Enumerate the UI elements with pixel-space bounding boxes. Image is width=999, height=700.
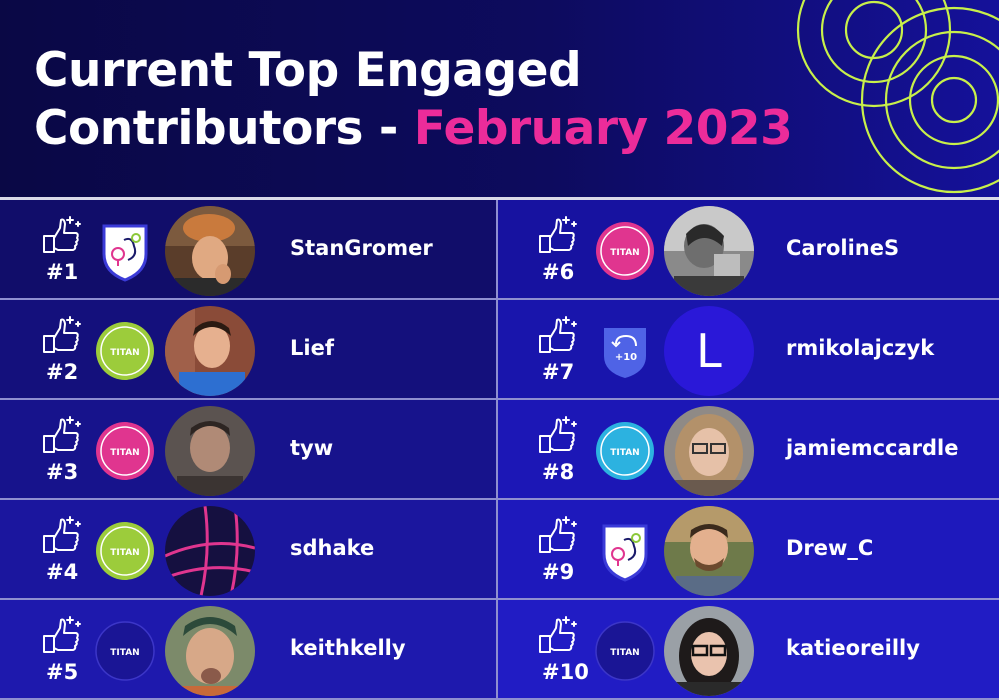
rank-label: #10 bbox=[542, 660, 589, 684]
avatar[interactable]: L bbox=[664, 306, 754, 396]
rank-label: #6 bbox=[542, 260, 575, 284]
svg-text:TITAN: TITAN bbox=[110, 348, 139, 358]
contributor-name[interactable]: katieoreilly bbox=[786, 636, 920, 660]
contributor-name[interactable]: Lief bbox=[290, 336, 334, 360]
svg-text:TITAN: TITAN bbox=[610, 248, 639, 258]
navy-titan-badge-icon: TITAN bbox=[95, 621, 155, 681]
leaderboard-entry-9[interactable]: #9 Drew_C bbox=[498, 500, 999, 600]
thumbs-up-sparkle-icon bbox=[43, 416, 81, 453]
rank-label: #8 bbox=[542, 460, 575, 484]
rank-label: #4 bbox=[46, 560, 79, 584]
rank-label: #1 bbox=[46, 260, 79, 284]
avatar[interactable] bbox=[165, 206, 255, 296]
leaderboard-entry-7[interactable]: #7 +10 L rmikolajczyk bbox=[498, 300, 999, 400]
plus-ten-label: +10 bbox=[615, 352, 637, 363]
pink-titan-badge-icon: TITAN bbox=[96, 422, 154, 480]
title-line-2: Contributors - February 2023 bbox=[34, 100, 793, 158]
rank-label: #9 bbox=[542, 560, 575, 584]
leaderboard-entry-2[interactable]: #2 TITAN Lief bbox=[0, 300, 498, 400]
thumbs-up-sparkle-icon bbox=[539, 316, 577, 353]
navy-titan-badge-icon: TITAN bbox=[595, 621, 655, 681]
leaderboard-entry-6[interactable]: #6 TITAN CarolineS bbox=[498, 200, 999, 300]
svg-text:TITAN: TITAN bbox=[610, 448, 639, 458]
thumbs-up-sparkle-icon bbox=[43, 616, 81, 653]
leaderboard-grid: #1 StanGromer #6 TITAN CarolineS #2 TITA… bbox=[0, 200, 999, 700]
thumbs-up-sparkle-icon bbox=[43, 516, 81, 553]
contributor-name[interactable]: rmikolajczyk bbox=[786, 336, 935, 360]
leaderboard-entry-10[interactable]: #10 TITAN katieoreilly bbox=[498, 600, 999, 700]
rank-label: #5 bbox=[46, 660, 79, 684]
leaderboard-entry-5[interactable]: #5 TITAN keithkelly bbox=[0, 600, 498, 700]
svg-text:TITAN: TITAN bbox=[110, 548, 139, 558]
green-titan-badge-icon: TITAN bbox=[96, 522, 154, 580]
contributor-name[interactable]: sdhake bbox=[290, 536, 375, 560]
avatar[interactable] bbox=[664, 506, 754, 596]
header-banner: Current Top Engaged Contributors - Febru… bbox=[0, 0, 999, 198]
thumbs-up-sparkle-icon bbox=[539, 216, 577, 253]
title-line-1: Current Top Engaged bbox=[34, 43, 582, 98]
avatar[interactable] bbox=[165, 506, 255, 596]
rank-label: #7 bbox=[542, 360, 575, 384]
page-title: Current Top Engaged Contributors - Febru… bbox=[34, 42, 793, 158]
avatar[interactable] bbox=[664, 406, 754, 496]
rank-label: #2 bbox=[46, 360, 79, 384]
pink-titan-badge-icon: TITAN bbox=[596, 222, 654, 280]
thumbs-up-sparkle-icon bbox=[43, 216, 81, 253]
title-month: February 2023 bbox=[413, 101, 793, 156]
svg-text:TITAN: TITAN bbox=[610, 648, 639, 658]
avatar[interactable] bbox=[165, 606, 255, 696]
avatar-letter: L bbox=[696, 324, 722, 378]
avatar[interactable] bbox=[165, 306, 255, 396]
contributor-name[interactable]: tyw bbox=[290, 436, 334, 460]
thumbs-up-sparkle-icon bbox=[539, 616, 577, 653]
svg-text:TITAN: TITAN bbox=[110, 448, 139, 458]
rank-label: #3 bbox=[46, 460, 79, 484]
thumbs-up-sparkle-icon bbox=[43, 316, 81, 353]
contributor-name[interactable]: keithkelly bbox=[290, 636, 406, 660]
cyan-titan-badge-icon: TITAN bbox=[596, 422, 654, 480]
green-titan-badge-icon: TITAN bbox=[96, 322, 154, 380]
thumbs-up-sparkle-icon bbox=[539, 416, 577, 453]
avatar[interactable] bbox=[664, 206, 754, 296]
leaderboard-entry-4[interactable]: #4 TITAN sdhake bbox=[0, 500, 498, 600]
plus-ten-badge-icon: +10 bbox=[604, 328, 646, 378]
leaderboard-entry-8[interactable]: #8 TITAN jamiemccardle bbox=[498, 400, 999, 500]
contributor-name[interactable]: CarolineS bbox=[786, 236, 900, 260]
titan-shield-badge-icon bbox=[102, 224, 148, 282]
leaderboard-entry-3[interactable]: #3 TITAN tyw bbox=[0, 400, 498, 500]
thumbs-up-sparkle-icon bbox=[539, 516, 577, 553]
header-divider bbox=[0, 197, 999, 200]
title-line-2-prefix: Contributors - bbox=[34, 101, 414, 156]
avatar[interactable] bbox=[165, 406, 255, 496]
titan-shield-badge-icon bbox=[602, 524, 648, 582]
leaderboard-entry-1[interactable]: #1 StanGromer bbox=[0, 200, 498, 300]
contributor-name[interactable]: jamiemccardle bbox=[786, 436, 959, 460]
concentric-circles-decoration bbox=[796, 0, 999, 194]
contributor-name[interactable]: StanGromer bbox=[290, 236, 433, 260]
contributor-name[interactable]: Drew_C bbox=[786, 536, 874, 560]
svg-text:TITAN: TITAN bbox=[110, 648, 139, 658]
avatar[interactable] bbox=[664, 606, 754, 696]
